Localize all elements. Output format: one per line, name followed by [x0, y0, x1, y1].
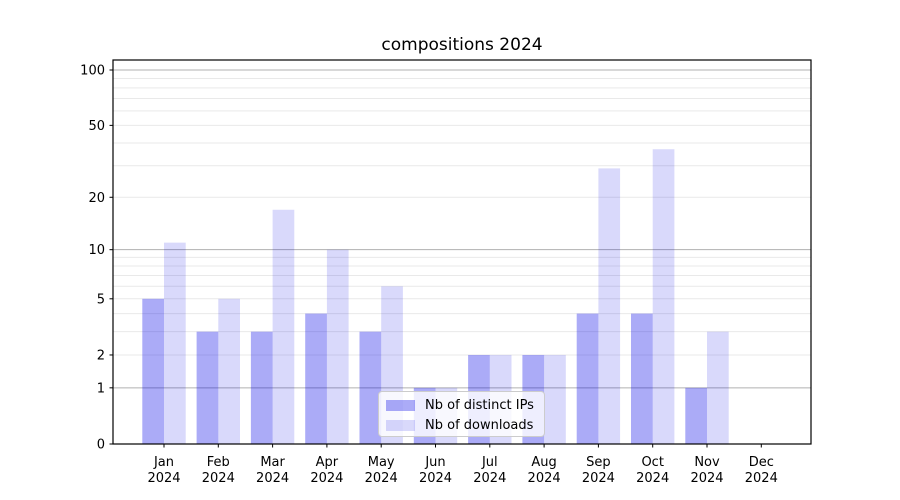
legend-label-distinct-ips: Nb of distinct IPs: [425, 398, 534, 413]
legend-label-downloads: Nb of downloads: [425, 418, 534, 433]
y-tick-label: 2: [97, 348, 105, 363]
x-tick-label-month: Jan: [153, 455, 174, 470]
bar-distinct-ips: [359, 331, 382, 444]
x-tick-label-year: 2024: [365, 471, 398, 486]
x-tick-label-month: Aug: [531, 455, 556, 470]
x-tick-label-month: Oct: [641, 455, 663, 470]
x-tick-label-month: Jun: [424, 455, 445, 470]
legend-swatch-downloads: [386, 420, 415, 431]
y-tick-label: 0: [97, 438, 105, 453]
x-tick-label-month: May: [368, 455, 395, 470]
x-tick-label-year: 2024: [473, 471, 506, 486]
chart-title: compositions 2024: [381, 35, 543, 55]
x-tick-label-year: 2024: [582, 471, 615, 486]
x-tick-label-year: 2024: [202, 471, 235, 486]
x-tick-label-month: Dec: [749, 455, 774, 470]
bar-downloads: [218, 298, 240, 444]
bar-distinct-ips: [576, 313, 599, 444]
bar-downloads: [598, 168, 621, 444]
x-tick-label-year: 2024: [636, 471, 669, 486]
x-tick-label-year: 2024: [745, 471, 778, 486]
x-tick-label-year: 2024: [690, 471, 723, 486]
bar-downloads: [544, 354, 566, 444]
bar-downloads: [652, 149, 675, 444]
x-tick-label-month: Sep: [586, 455, 611, 470]
legend-swatch-distinct-ips: [386, 400, 415, 411]
y-tick-label: 50: [88, 119, 105, 134]
x-tick-label-month: Mar: [260, 455, 285, 470]
plot-border: [112, 59, 812, 445]
bar-downloads: [272, 209, 295, 444]
x-tick-label-month: Apr: [316, 455, 339, 470]
y-tick-label: 100: [80, 64, 105, 79]
bar-downloads: [707, 331, 729, 444]
y-tick-label: 10: [88, 243, 105, 258]
bar-distinct-ips: [142, 298, 164, 444]
bar-distinct-ips: [305, 313, 327, 444]
x-tick-label-year: 2024: [419, 471, 452, 486]
bar-downloads: [326, 249, 349, 444]
x-tick-label-month: Jul: [481, 455, 498, 470]
x-tick-label-month: Nov: [694, 455, 720, 470]
x-tick-label-year: 2024: [256, 471, 289, 486]
y-tick-label: 1: [97, 381, 105, 396]
bar-distinct-ips: [685, 387, 707, 444]
y-tick-label: 5: [97, 292, 105, 307]
x-tick-label-month: Feb: [207, 455, 230, 470]
bar-distinct-ips: [250, 331, 273, 444]
bar-distinct-ips: [196, 331, 219, 444]
legend-item-distinct-ips: Nb of distinct IPs: [386, 398, 534, 413]
legend: Nb of distinct IPs Nb of downloads: [378, 391, 545, 437]
bar-distinct-ips: [631, 313, 653, 444]
x-tick-label-year: 2024: [528, 471, 561, 486]
y-tick-label: 20: [88, 191, 105, 206]
x-tick-label-year: 2024: [310, 471, 343, 486]
legend-item-downloads: Nb of downloads: [386, 418, 534, 433]
x-tick-label-year: 2024: [147, 471, 180, 486]
bar-downloads: [164, 242, 186, 444]
